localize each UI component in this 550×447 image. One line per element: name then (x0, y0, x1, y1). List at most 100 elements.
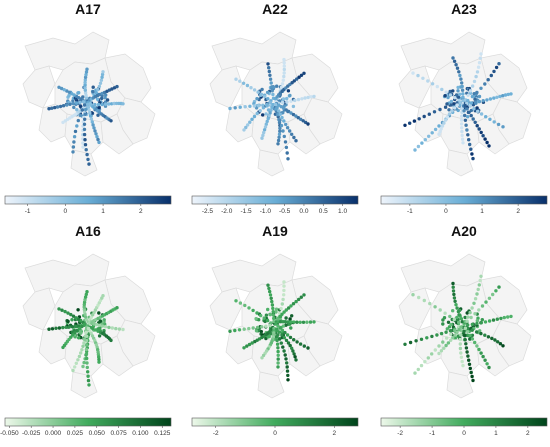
panel-a19: A19 -2 0 2 (191, 223, 359, 437)
map-point (107, 102, 111, 106)
map-point (286, 89, 291, 93)
map-point (416, 144, 421, 149)
map-point (289, 304, 293, 308)
map-point (470, 152, 474, 156)
map-point (281, 100, 285, 105)
map-point (478, 329, 482, 333)
map-point (260, 356, 264, 360)
map-point (83, 78, 88, 82)
map-point (278, 326, 282, 330)
map-point (47, 107, 51, 111)
map-point (463, 315, 467, 320)
map-point (284, 357, 288, 361)
map-area (209, 253, 343, 399)
map-point (470, 306, 474, 310)
map-point (309, 95, 313, 99)
map-point (75, 328, 79, 333)
map-point (281, 111, 285, 115)
map-point (278, 112, 282, 117)
map-point (462, 109, 466, 113)
map-point (271, 310, 275, 314)
map-point (282, 288, 286, 293)
colorbar-tick-label: 0 (462, 430, 466, 437)
map-point (281, 129, 285, 133)
map-point (53, 105, 57, 110)
map-point (288, 317, 292, 321)
map-point (473, 340, 477, 345)
map-point (115, 306, 119, 310)
map-point (430, 82, 435, 86)
map-point (468, 142, 472, 147)
map-point (83, 138, 87, 142)
map-point (63, 309, 67, 314)
map-point (251, 308, 255, 313)
map-point (93, 328, 98, 332)
map-points (403, 52, 513, 161)
map-point (70, 330, 74, 334)
map-point (251, 326, 255, 330)
map-point (455, 66, 460, 70)
map-point (105, 98, 110, 102)
map-point (279, 341, 283, 345)
map-point (456, 309, 461, 314)
map-point (302, 71, 306, 75)
map-point (420, 141, 424, 145)
map-point (228, 106, 232, 111)
map-point (109, 338, 113, 343)
map-point (279, 123, 284, 128)
map-point (292, 320, 296, 324)
map-point (303, 96, 307, 100)
map-region (287, 113, 321, 155)
map-point (285, 333, 290, 337)
map-point (282, 134, 286, 139)
map-point (83, 315, 88, 319)
map-point (282, 284, 286, 288)
map-point (473, 120, 477, 125)
colorbar-tick-label: 1.0 (338, 208, 347, 215)
map-point (447, 108, 451, 112)
map-point (452, 106, 457, 110)
map-point (266, 335, 270, 339)
map-point (95, 322, 99, 327)
map-point (461, 141, 465, 145)
colorbar-tick-label: -2.5 (202, 208, 214, 215)
map-point (282, 61, 286, 65)
map-point (291, 349, 295, 353)
map-point (103, 96, 107, 100)
map-point (447, 112, 452, 116)
map-point (412, 119, 417, 123)
map-point (302, 344, 306, 348)
map-point (491, 292, 495, 297)
map-point (473, 312, 477, 316)
map-point (460, 114, 464, 118)
map-point (459, 351, 463, 355)
map-point (285, 100, 289, 104)
map-point (97, 84, 102, 89)
map-point (454, 63, 458, 67)
map-point (443, 118, 448, 122)
map-point (433, 348, 437, 352)
map-point (465, 107, 469, 111)
map-point (460, 129, 464, 134)
map-point (466, 315, 470, 319)
map-point (480, 318, 484, 322)
map-point (465, 319, 469, 323)
map-point (428, 301, 432, 306)
map-point (291, 104, 296, 109)
map-point (455, 330, 459, 335)
map-point (101, 70, 105, 74)
colorbar-tick-label: 0.050 (89, 430, 106, 437)
colorbar-tick-label: -0.050 (0, 430, 19, 437)
map-point (476, 109, 480, 114)
map-point (246, 123, 250, 127)
map-point (262, 130, 266, 135)
map-point (286, 320, 290, 324)
map-point (255, 111, 259, 116)
map-point (446, 320, 451, 324)
map-point (255, 97, 259, 101)
map-region (257, 371, 285, 399)
map-region (70, 371, 98, 399)
map-point (267, 114, 271, 118)
map-point (78, 100, 82, 105)
map-point (469, 370, 473, 375)
